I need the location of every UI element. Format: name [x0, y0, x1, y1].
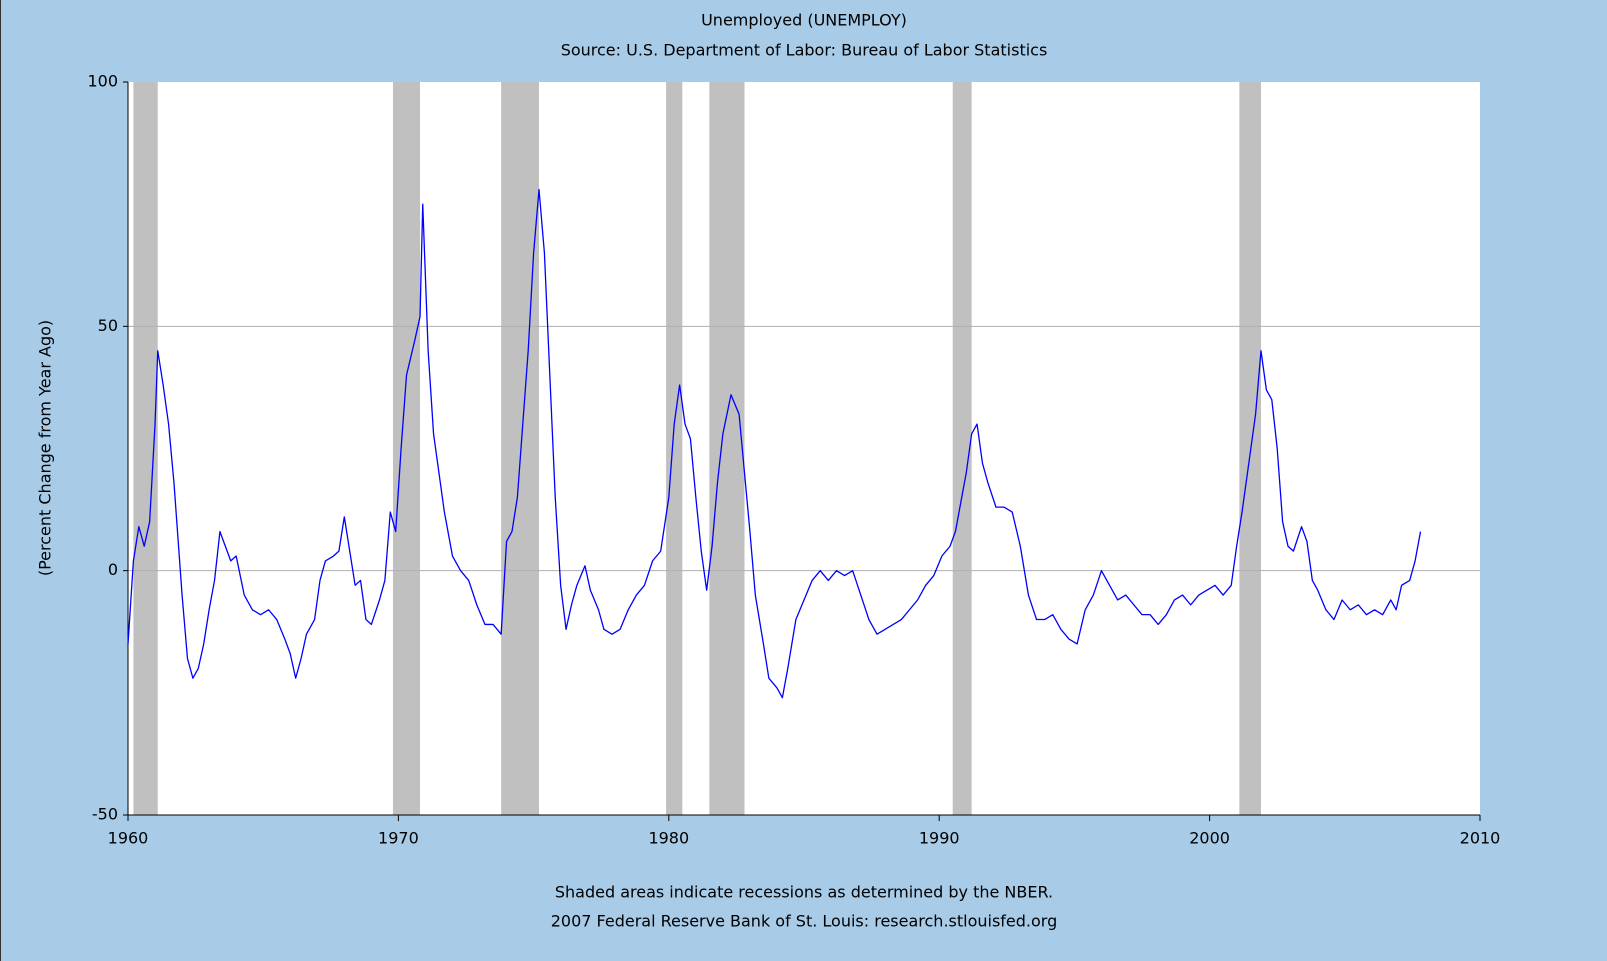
x-tick-label: 1990 [919, 829, 960, 848]
recession-band [392, 82, 421, 815]
y-tick-label: 100 [87, 72, 118, 91]
recession-band [709, 82, 745, 815]
recession-band [666, 82, 683, 815]
x-tick-label: 2000 [1189, 829, 1230, 848]
x-tick-label: 1960 [108, 829, 149, 848]
y-tick-label: 50 [98, 316, 118, 335]
recession-band [952, 82, 972, 815]
recession-band [1239, 82, 1261, 815]
y-axis-label: (Percent Change from Year Ago) [36, 320, 55, 576]
x-tick-label: 1970 [378, 829, 419, 848]
y-tick-label: -50 [92, 805, 118, 824]
x-tick-label: 1980 [648, 829, 689, 848]
data-line [127, 188, 1422, 699]
note: Shaded areas indicate recessions as dete… [555, 883, 1053, 902]
note: 2007 Federal Reserve Bank of St. Louis: … [551, 912, 1058, 931]
y-tick-label: 0 [108, 560, 118, 579]
chart-subtitle: Source: U.S. Department of Labor: Bureau… [561, 41, 1048, 60]
x-tick-label: 2010 [1460, 829, 1501, 848]
chart-title: Unemployed (UNEMPLOY) [701, 11, 907, 30]
recession-band [501, 82, 540, 815]
